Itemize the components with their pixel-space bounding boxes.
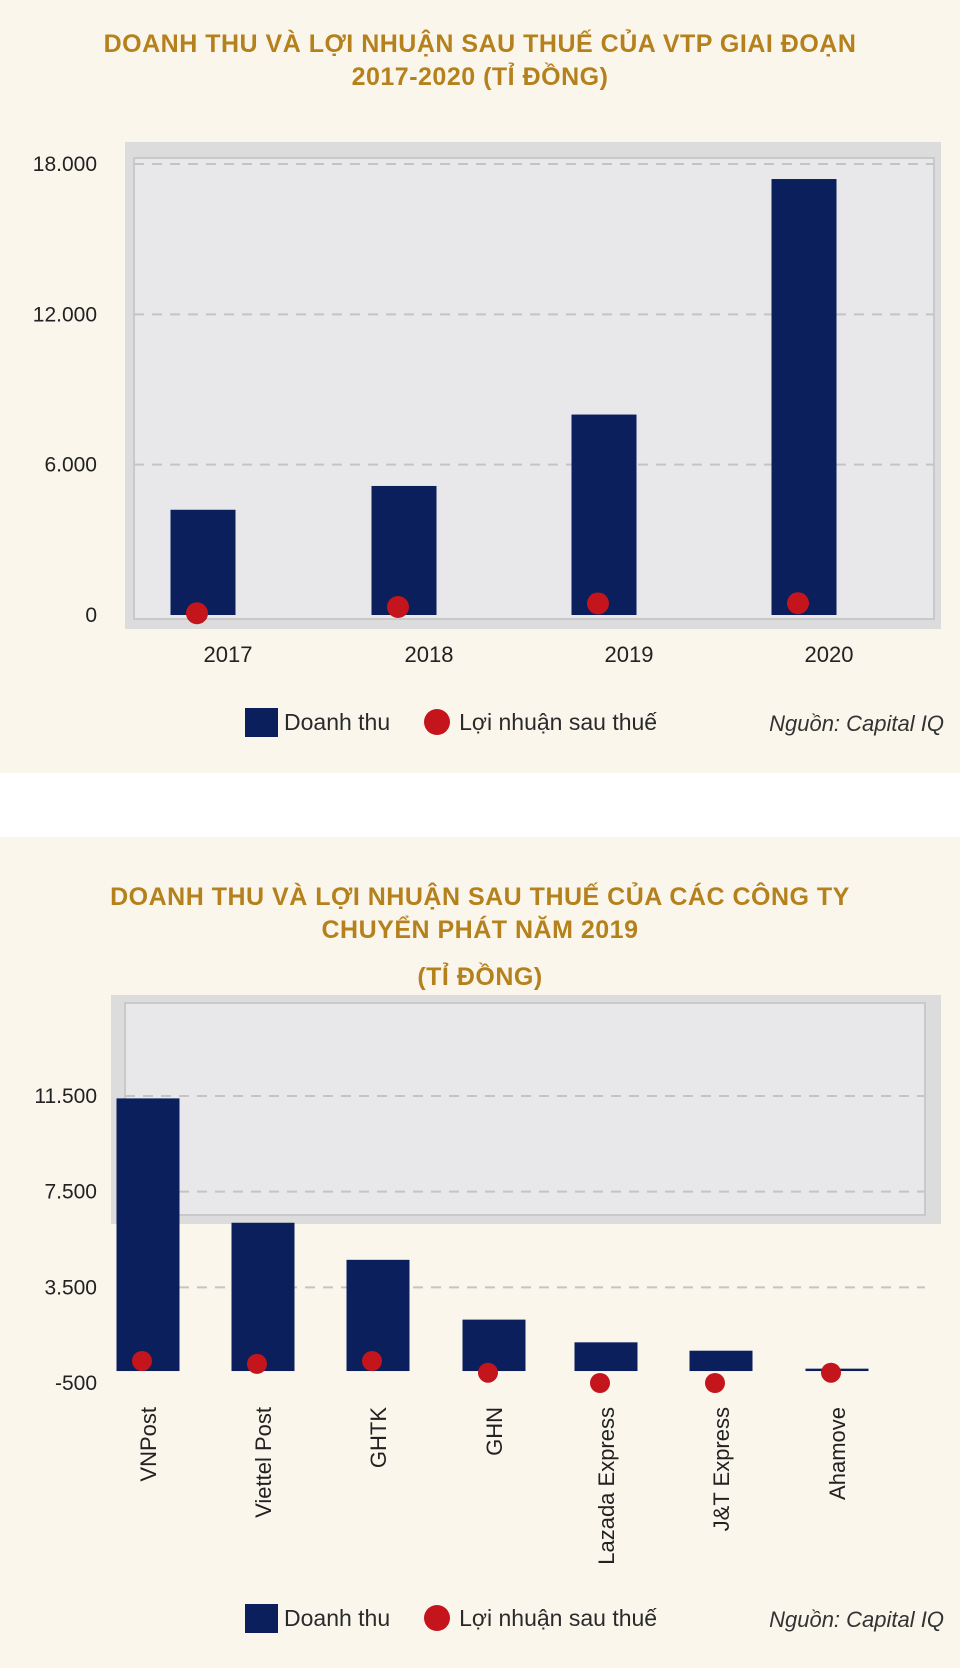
point-profit bbox=[132, 1350, 152, 1371]
y-tick-label: -500 bbox=[55, 1372, 97, 1395]
x-category-label: VNPost bbox=[136, 1407, 161, 1482]
chart-1-source: Nguồn: Capital IQ bbox=[769, 711, 944, 737]
x-category-label: GHN bbox=[482, 1407, 507, 1456]
legend-swatch-profit bbox=[424, 709, 451, 735]
x-category-label: 2020 bbox=[805, 642, 854, 667]
bar-revenue bbox=[462, 1319, 526, 1372]
legend-label-revenue: Doanh thu bbox=[284, 708, 391, 735]
x-category-label: 2019 bbox=[605, 642, 654, 667]
point-profit bbox=[387, 595, 409, 618]
y-tick-label: 18.000 bbox=[33, 153, 97, 176]
point-profit bbox=[478, 1362, 498, 1383]
chart-panel-1: DOANH THU VÀ LỢI NHUẬN SAU THUẾ CỦA VTP … bbox=[0, 0, 960, 773]
point-profit bbox=[590, 1373, 610, 1393]
chart-2-plot: -500 3.500 7.500 11.500 VNPost Viettel Post GH… bbox=[34, 995, 941, 1565]
bar-revenue bbox=[771, 179, 837, 616]
point-profit bbox=[247, 1353, 267, 1374]
legend-swatch-profit bbox=[424, 1605, 451, 1631]
source-prefix: Nguồn: bbox=[769, 1607, 841, 1632]
x-category-label: GHTK bbox=[366, 1407, 391, 1468]
x-category-label: J&T Express bbox=[709, 1407, 734, 1531]
chart-1-legend: Doanh thu Lợi nhuận sau thuế bbox=[245, 704, 657, 740]
chart-2-title-line-2: CHUYỂN PHÁT NĂM 2019 bbox=[321, 916, 639, 944]
chart-1-plot: 0 6.000 12.000 18.000 2017 2018 2019 2020 bbox=[33, 142, 941, 667]
source-name: Capital IQ bbox=[846, 1607, 944, 1632]
legend-label-revenue: Doanh thu bbox=[284, 1604, 391, 1631]
y-tick-label: 7.500 bbox=[44, 1181, 97, 1204]
source-name: Capital IQ bbox=[846, 711, 944, 736]
bar-revenue bbox=[231, 1222, 295, 1372]
point-profit bbox=[362, 1350, 382, 1371]
bar-revenue bbox=[571, 414, 637, 615]
source-prefix: Nguồn: bbox=[769, 711, 841, 736]
y-tick-label: 12.000 bbox=[33, 303, 97, 326]
chart-2-title: DOANH THU VÀ LỢI NHUẬN SAU THUẾ CỦA CÁC … bbox=[0, 881, 960, 994]
x-category-label: 2017 bbox=[204, 642, 253, 667]
y-tick-label: 3.500 bbox=[44, 1276, 97, 1299]
plot-area bbox=[124, 1002, 926, 1216]
bar-revenue bbox=[116, 1098, 180, 1372]
x-category-label: 2018 bbox=[405, 642, 454, 667]
chart-1-title-line-2: 2017-2020 (TỈ ĐỒNG) bbox=[351, 63, 609, 91]
x-category-label: Ahamove bbox=[825, 1407, 850, 1500]
bar-revenue bbox=[371, 485, 437, 615]
bar-revenue bbox=[574, 1342, 638, 1372]
point-profit bbox=[587, 592, 609, 615]
legend-swatch-revenue bbox=[245, 707, 278, 737]
chart-2-title-line-1: DOANH THU VÀ LỢI NHUẬN SAU THUẾ CỦA CÁC … bbox=[110, 883, 850, 911]
chart-2-source: Nguồn: Capital IQ bbox=[769, 1607, 944, 1633]
y-tick-label: 6.000 bbox=[44, 454, 97, 477]
chart-2-legend: Doanh thu Lợi nhuận sau thuế bbox=[245, 1600, 657, 1636]
point-profit bbox=[705, 1373, 725, 1393]
y-tick-label: 0 bbox=[85, 604, 97, 627]
chart-1-title-line-1: DOANH THU VÀ LỢI NHUẬN SAU THUẾ CỦA VTP … bbox=[103, 30, 857, 58]
x-category-label: Viettel Post bbox=[251, 1407, 276, 1518]
chart-1-title: DOANH THU VÀ LỢI NHUẬN SAU THUẾ CỦA VTP … bbox=[0, 28, 960, 94]
bar-revenue bbox=[170, 509, 236, 615]
legend-swatch-revenue bbox=[245, 1603, 278, 1633]
bar-revenue bbox=[689, 1350, 753, 1372]
y-tick-label: 11.500 bbox=[34, 1085, 97, 1108]
legend-label-profit: Lợi nhuận sau thuế bbox=[459, 708, 658, 735]
legend-label-profit: Lợi nhuận sau thuế bbox=[459, 1604, 658, 1631]
point-profit bbox=[787, 592, 809, 615]
bar-revenue bbox=[346, 1259, 410, 1372]
chart-2-title-line-3: (TỈ ĐỒNG) bbox=[417, 963, 543, 991]
point-profit bbox=[186, 602, 208, 625]
x-category-label: Lazada Express bbox=[594, 1407, 619, 1565]
point-profit bbox=[821, 1362, 841, 1383]
chart-panel-2: DOANH THU VÀ LỢI NHUẬN SAU THUẾ CỦA CÁC … bbox=[0, 837, 960, 1668]
